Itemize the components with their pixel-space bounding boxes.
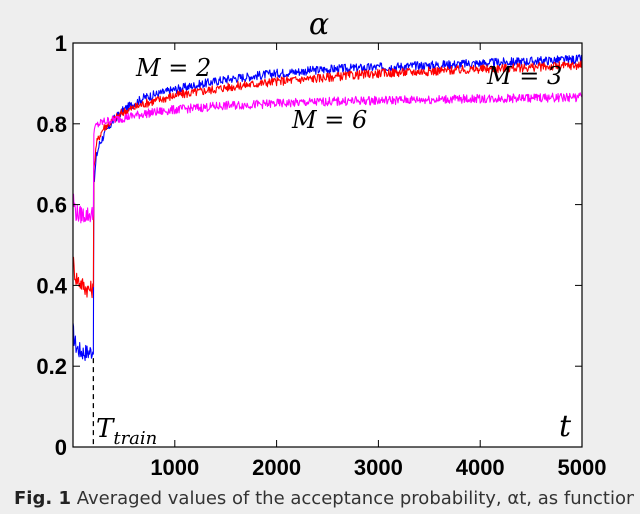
y-tick-label: 0.6 [36, 193, 67, 218]
y-tick-label: 0.8 [36, 112, 67, 137]
y-tick-label: 0.4 [36, 273, 67, 298]
series-line-3 [72, 92, 583, 224]
annotation-m6: M = 6 [291, 106, 367, 134]
ttrain-main: T [96, 414, 115, 444]
caption-label: Fig. 1 [14, 488, 71, 509]
x-tick-label: 2000 [252, 455, 301, 480]
figure-caption: Fig. 1 Averaged values of the acceptance… [14, 488, 634, 509]
tick-layer: 0 0.2 0.4 0.6 0.8 1 1000 2000 3000 4000 5000 [36, 31, 606, 480]
y-tick-label: 1 [55, 31, 67, 56]
x-tick-label: 4000 [456, 455, 505, 480]
annotation-m3: M = 3 [486, 62, 562, 90]
annotation-m2: M = 2 [135, 54, 211, 82]
x-tick-label: 5000 [558, 455, 607, 480]
ttrain-subscript: train [113, 428, 157, 449]
x-tick-label: 3000 [354, 455, 403, 480]
chart-title: α [309, 7, 329, 42]
y-tick-label: 0.2 [36, 354, 67, 379]
series-line-1 [72, 54, 583, 361]
series-line-2 [72, 60, 583, 299]
caption-text: Averaged values of the acceptance probab… [70, 488, 634, 509]
line-chart: 0 0.2 0.4 0.6 0.8 1 1000 2000 3000 4000 5000 α t M… [36, 7, 606, 480]
series-layer [72, 54, 583, 361]
x-tick-label: 1000 [150, 455, 199, 480]
y-tick-label: 0 [55, 435, 67, 460]
x-axis-label: t [559, 409, 572, 444]
plot-frame [72, 42, 583, 448]
annotation-ttrain: Ttrain [96, 414, 157, 449]
